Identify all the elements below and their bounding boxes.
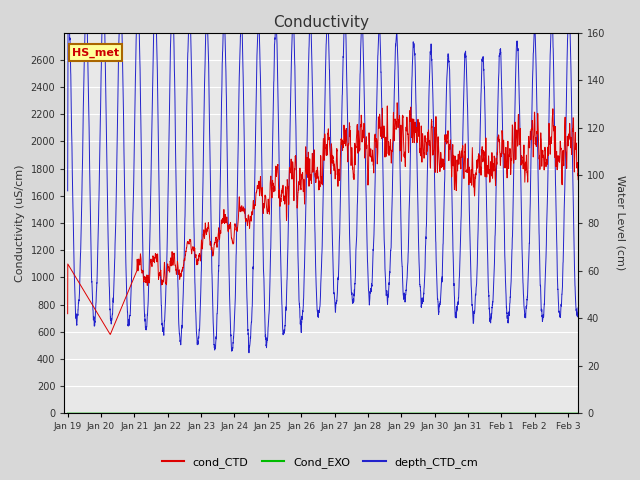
Y-axis label: Conductivity (uS/cm): Conductivity (uS/cm)	[15, 164, 25, 282]
Y-axis label: Water Level (cm): Water Level (cm)	[615, 175, 625, 271]
Legend: cond_CTD, Cond_EXO, depth_CTD_cm: cond_CTD, Cond_EXO, depth_CTD_cm	[157, 452, 483, 472]
Text: HS_met: HS_met	[72, 48, 119, 58]
Title: Conductivity: Conductivity	[273, 15, 369, 30]
